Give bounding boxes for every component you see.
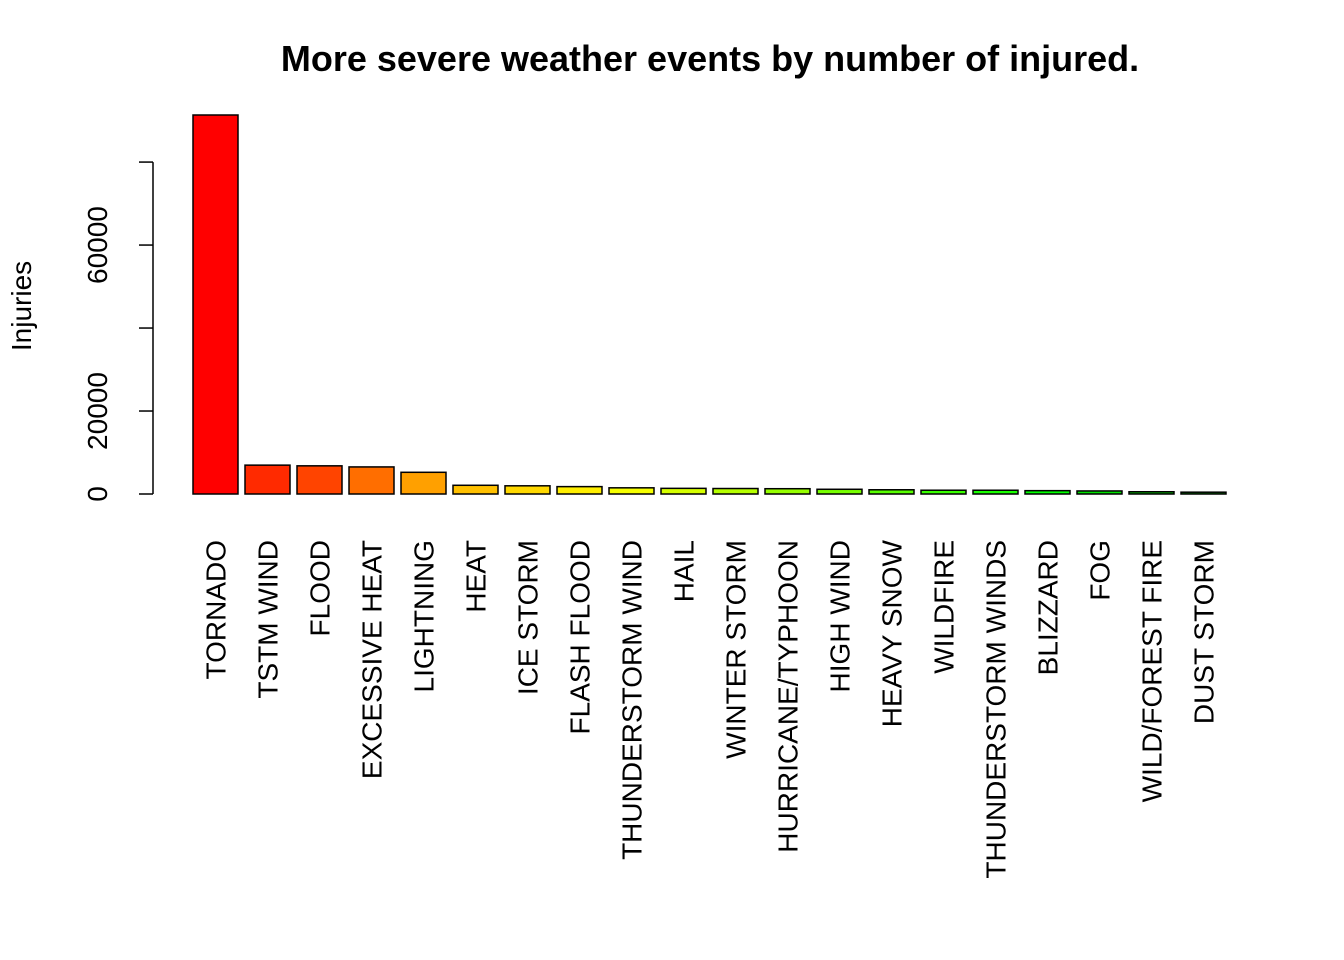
category-label: ICE STORM [513,540,544,695]
bar-fog [1076,490,1123,495]
bar-wild-forest-fire [1128,490,1175,495]
category-label: HAIL [669,540,700,602]
bar-tornado [192,114,239,495]
y-tick-label: 60000 [82,206,113,284]
bar-tstm-wind [244,464,291,495]
bar-flash-flood [556,485,603,495]
bar-thunderstorm-wind [608,487,655,495]
category-label: WILD/FOREST FIRE [1137,540,1168,802]
category-label: LIGHTNING [409,540,440,692]
category-label: EXCESSIVE HEAT [357,540,388,779]
category-label: FLOOD [305,540,336,636]
category-labels: TORNADO TSTM WIND FLOOD EXCESSIVE HEAT LIGHT… [201,539,1220,878]
y-axis: 0 20000 60000 [82,161,154,502]
bar-ice-storm [504,485,551,495]
bar-high-wind [816,488,863,495]
bar-heavy-snow [868,489,915,495]
category-label: DUST STORM [1189,540,1220,724]
bar-heat [452,484,499,495]
category-label: WINTER STORM [721,540,752,759]
category-label: FLASH FLOOD [565,540,596,734]
bar-blizzard [1024,489,1071,495]
category-label: FOG [1085,540,1116,601]
bars-group [192,114,1227,495]
category-label: HURRICANE/TYPHOON [773,540,804,853]
category-label: TORNADO [201,540,232,680]
bar-winter-storm [712,487,759,495]
bar-hurricane-typhoon [764,487,811,495]
bar-hail [660,487,707,495]
bar-flood [296,465,343,495]
category-label: HEAT [461,540,492,613]
bar-wildfire [920,489,967,495]
category-label: HEAVY SNOW [877,539,908,727]
category-label: THUNDERSTORM WIND [617,540,648,860]
chart-title: More severe weather events by number of … [281,38,1139,79]
y-axis-title: Injuries [6,261,37,351]
bar-dust-storm [1180,491,1227,495]
y-tick-label: 0 [82,486,113,502]
bar-excessive-heat [348,466,395,495]
category-label: HIGH WIND [825,540,856,692]
y-tick-label: 20000 [82,372,113,450]
bar-lightning [400,471,447,495]
category-label: BLIZZARD [1033,540,1064,675]
category-label: THUNDERSTORM WINDS [981,540,1012,879]
bar-thunderstorm-winds [972,489,1019,495]
category-label: TSTM WIND [253,540,284,699]
category-label: WILDFIRE [929,540,960,674]
